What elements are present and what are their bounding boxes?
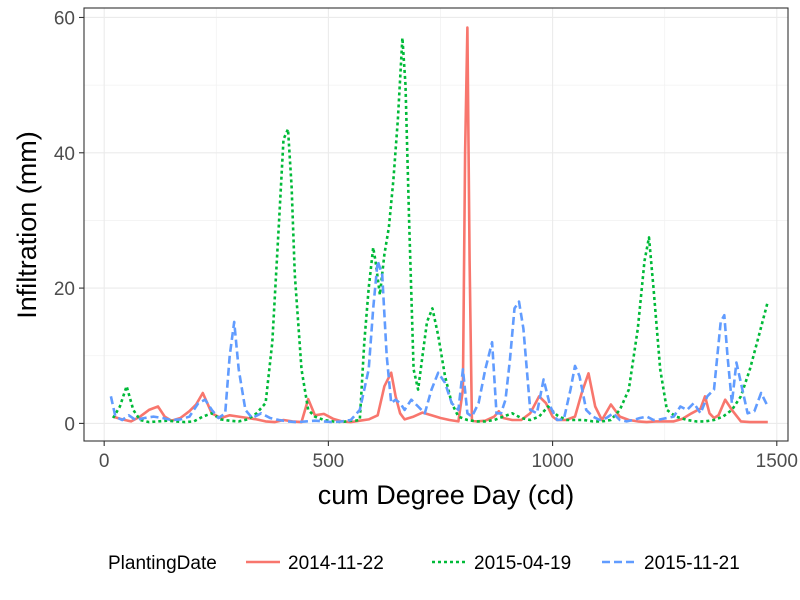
x-axis-title: cum Degree Day (cd) [318, 480, 575, 510]
series-line-2015-04-19 [111, 36, 770, 424]
y-tick-label: 20 [54, 279, 75, 300]
plot-panel-border [83, 7, 789, 442]
x-tick-label: 0 [99, 451, 110, 472]
x-tick-label: 500 [313, 451, 345, 472]
series-line-2015-11-21 [109, 259, 769, 424]
y-tick-label: 60 [54, 8, 75, 29]
y-tick-label: 0 [64, 414, 75, 435]
series-line-2014-11-22 [112, 26, 768, 424]
y-axis-ticks: 0 20 40 60 [54, 8, 84, 435]
major-gridlines [84, 8, 788, 441]
x-axis-ticks: 0 500 1000 1500 [99, 441, 798, 472]
legend-label: 2014-11-22 [288, 553, 384, 574]
y-tick-label: 40 [54, 144, 75, 165]
series-lines [109, 26, 770, 424]
minor-gridlines [84, 8, 788, 441]
x-tick-label: 1000 [531, 451, 573, 472]
legend-item-2014-11-22: 2014-11-22 [246, 553, 384, 574]
legend-item-2015-11-21: 2015-11-21 [602, 553, 740, 574]
legend-item-2015-04-19: 2015-04-19 [432, 553, 571, 574]
legend-title: PlantingDate [108, 553, 217, 574]
y-axis-title: Infiltration (mm) [12, 131, 42, 319]
legend: PlantingDate 2014-11-22 2015-04-19 2015-11… [108, 553, 740, 574]
x-tick-label: 1500 [756, 451, 798, 472]
legend-label: 2015-11-21 [644, 553, 740, 574]
legend-label: 2015-04-19 [474, 553, 571, 574]
